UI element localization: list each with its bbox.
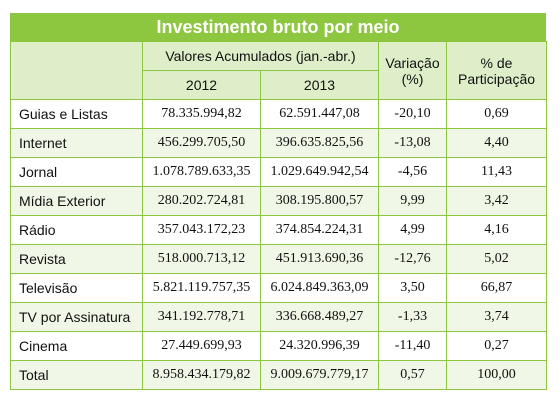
- header-participacao-line1: % de: [480, 54, 513, 71]
- value-2012: 518.000.713,12: [142, 244, 261, 274]
- table-row: TV por Assinatura 341.192.778,71 336.668…: [10, 302, 548, 332]
- value-2013: 396.635.825,56: [259, 128, 380, 158]
- variacao-value: -12,76: [378, 244, 448, 274]
- participacao-value: 4,16: [446, 215, 548, 245]
- header-corner-empty: [10, 41, 143, 100]
- table-title: Investimento bruto por meio: [10, 13, 546, 41]
- row-label: Cinema: [10, 331, 143, 361]
- participacao-value: 66,87: [446, 273, 548, 303]
- table-row: Cinema 27.449.699,93 24.320.996,39 -11,4…: [10, 331, 548, 361]
- value-2013: 6.024.849.363,09: [259, 273, 380, 303]
- participacao-value: 5,02: [446, 244, 548, 274]
- variacao-value: -1,33: [378, 302, 448, 332]
- value-2013: 62.591.447,08: [259, 99, 380, 129]
- header-variacao-line1: Variação: [385, 54, 440, 71]
- table-row: Internet 456.299.705,50 396.635.825,56 -…: [10, 128, 548, 158]
- header-year-2013: 2013: [259, 70, 380, 100]
- row-label: Revista: [10, 244, 143, 274]
- value-2013: 1.029.649.942,54: [259, 157, 380, 187]
- total-row: Total 8.958.434.179,82 9.009.679.779,17 …: [10, 360, 548, 390]
- table-row: Jornal 1.078.789.633,35 1.029.649.942,54…: [10, 157, 548, 187]
- table-row: Televisão 5.821.119.757,35 6.024.849.363…: [10, 273, 548, 303]
- value-2012: 456.299.705,50: [142, 128, 261, 158]
- value-2012: 341.192.778,71: [142, 302, 261, 332]
- header-participacao-line2: Participação: [457, 70, 536, 87]
- participacao-value: 3,42: [446, 186, 548, 216]
- row-label: Rádio: [10, 215, 143, 245]
- row-label: Internet: [10, 128, 143, 158]
- row-label: Total: [10, 360, 143, 390]
- value-2012: 357.043.172,23: [142, 215, 261, 245]
- table-row: Revista 518.000.713,12 451.913.690,36 -1…: [10, 244, 548, 274]
- value-2013: 336.668.489,27: [259, 302, 380, 332]
- variacao-value: 3,50: [378, 273, 448, 303]
- participacao-value: 4,40: [446, 128, 548, 158]
- investment-table: Valores Acumulados (jan.-abr.) Variação …: [10, 41, 548, 390]
- row-label: Mídia Exterior: [10, 186, 143, 216]
- participacao-value: 100,00: [446, 360, 548, 390]
- header-valores-acumulados: Valores Acumulados (jan.-abr.): [141, 41, 380, 71]
- value-2012: 5.821.119.757,35: [142, 273, 261, 303]
- row-label: Jornal: [10, 157, 143, 187]
- table-row: Mídia Exterior 280.202.724,81 308.195.80…: [10, 186, 548, 216]
- variacao-value: -11,40: [378, 331, 448, 361]
- value-2012: 27.449.699,93: [142, 331, 261, 361]
- value-2013: 9.009.679.779,17: [259, 360, 380, 390]
- variacao-value: -4,56: [378, 157, 448, 187]
- value-2013: 374.854.224,31: [259, 215, 380, 245]
- value-2013: 308.195.800,57: [259, 186, 380, 216]
- participacao-value: 0,69: [446, 99, 548, 129]
- participacao-value: 0,27: [446, 331, 548, 361]
- header-participacao: % de Participação: [446, 41, 548, 100]
- row-label: Guias e Listas: [10, 99, 143, 129]
- row-label: TV por Assinatura: [10, 302, 143, 332]
- value-2013: 451.913.690,36: [259, 244, 380, 274]
- value-2012: 1.078.789.633,35: [142, 157, 261, 187]
- header-variacao-line2: (%): [401, 70, 424, 87]
- row-label: Televisão: [10, 273, 143, 303]
- variacao-value: 4,99: [378, 215, 448, 245]
- value-2013: 24.320.996,39: [259, 331, 380, 361]
- table-row: Guias e Listas 78.335.994,82 62.591.447,…: [10, 99, 548, 129]
- variacao-value: -13,08: [378, 128, 448, 158]
- variacao-value: 9,99: [378, 186, 448, 216]
- variacao-value: 0,57: [378, 360, 448, 390]
- investment-table-panel: Investimento bruto por meio Valores Acum…: [10, 13, 548, 390]
- header-variacao: Variação (%): [378, 41, 448, 100]
- value-2012: 78.335.994,82: [142, 99, 261, 129]
- value-2012: 280.202.724,81: [142, 186, 261, 216]
- value-2012: 8.958.434.179,82: [142, 360, 261, 390]
- header-year-2012: 2012: [142, 70, 261, 100]
- variacao-value: -20,10: [378, 99, 448, 129]
- participacao-value: 11,43: [446, 157, 548, 187]
- table-row: Rádio 357.043.172,23 374.854.224,31 4,99…: [10, 215, 548, 245]
- participacao-value: 3,74: [446, 302, 548, 332]
